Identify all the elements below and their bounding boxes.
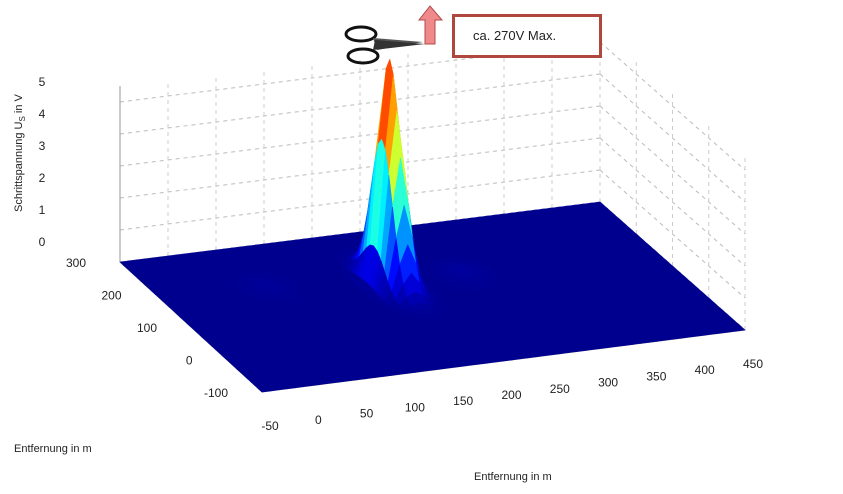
y-tick-label: 300 xyxy=(66,256,86,270)
x-tick-label: 0 xyxy=(315,413,322,427)
x-tick-label: -50 xyxy=(261,419,279,433)
x-tick-label: 450 xyxy=(743,357,763,371)
z-tick-label: 0 xyxy=(39,235,46,249)
peak-arrow-icon xyxy=(419,6,442,44)
x-tick-label: 100 xyxy=(405,400,425,414)
x-tick-label: 50 xyxy=(360,407,374,421)
y-tick-label: 200 xyxy=(101,289,121,303)
z-tick-label: 5 xyxy=(39,75,46,89)
z-tick-label: 2 xyxy=(39,171,46,185)
max-annotation-text: ca. 270V Max. xyxy=(473,28,556,43)
z-tick-label: 1 xyxy=(39,203,46,217)
x-tick-label: 250 xyxy=(550,382,570,396)
x-tick-label: 350 xyxy=(646,369,666,383)
max-annotation-box: ca. 270V Max. xyxy=(452,14,602,58)
x-tick-label: 300 xyxy=(598,376,618,390)
x-tick-label: 200 xyxy=(501,388,521,402)
x-tick-label: 150 xyxy=(453,394,473,408)
x-axis-label: Entfernung in m xyxy=(474,471,552,483)
z-tick-label: 3 xyxy=(39,139,46,153)
x-tick-label: 400 xyxy=(695,363,715,377)
y-tick-label: -100 xyxy=(204,386,228,400)
surface-plot xyxy=(120,59,745,392)
y-tick-label: 0 xyxy=(186,354,193,368)
scissors-icon xyxy=(346,27,425,63)
y-axis-label: Entfernung in m xyxy=(14,443,92,455)
y-tick-label: 100 xyxy=(137,321,157,335)
z-tick-label: 4 xyxy=(39,107,46,121)
z-axis-label: Schrittspannung US in V xyxy=(13,93,27,212)
